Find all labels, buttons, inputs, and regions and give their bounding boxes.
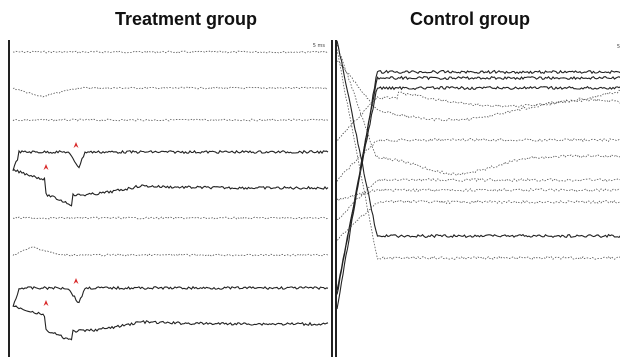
treatment-traces bbox=[12, 50, 329, 341]
trace-4 bbox=[337, 89, 620, 141]
trace-12 bbox=[337, 49, 620, 261]
control-traces bbox=[337, 40, 620, 310]
treatment-group-panel: 5 ms bbox=[8, 40, 333, 357]
trace-1 bbox=[12, 50, 329, 54]
treatment-group-title: Treatment group bbox=[115, 9, 258, 29]
treatment-scale-label: 5 ms bbox=[312, 43, 325, 49]
trace-9 bbox=[337, 187, 620, 202]
trace-8 bbox=[337, 178, 620, 221]
trace-6 bbox=[12, 216, 329, 220]
trace-2 bbox=[12, 86, 329, 98]
trace-2 bbox=[337, 75, 620, 295]
trace-11 bbox=[337, 40, 620, 239]
trace-7 bbox=[337, 44, 620, 176]
trace-5 bbox=[12, 168, 329, 207]
trace-4 bbox=[12, 149, 329, 172]
control-scale-label: 5 bbox=[616, 44, 620, 50]
marker-icon bbox=[73, 278, 79, 284]
marker-icon bbox=[43, 300, 49, 306]
marker-icon bbox=[43, 164, 49, 170]
trace-1 bbox=[337, 69, 620, 310]
trace-7 bbox=[12, 246, 329, 257]
control-group-panel: 5 bbox=[335, 40, 620, 357]
trace-6 bbox=[337, 138, 620, 182]
trace-5 bbox=[337, 60, 620, 122]
trace-10 bbox=[337, 199, 620, 241]
trace-8 bbox=[12, 285, 329, 307]
trace-3 bbox=[337, 85, 620, 291]
marker-icon bbox=[73, 142, 79, 148]
trace-3 bbox=[12, 118, 329, 122]
trace-9 bbox=[12, 305, 329, 341]
control-group-title: Control group bbox=[410, 9, 530, 29]
